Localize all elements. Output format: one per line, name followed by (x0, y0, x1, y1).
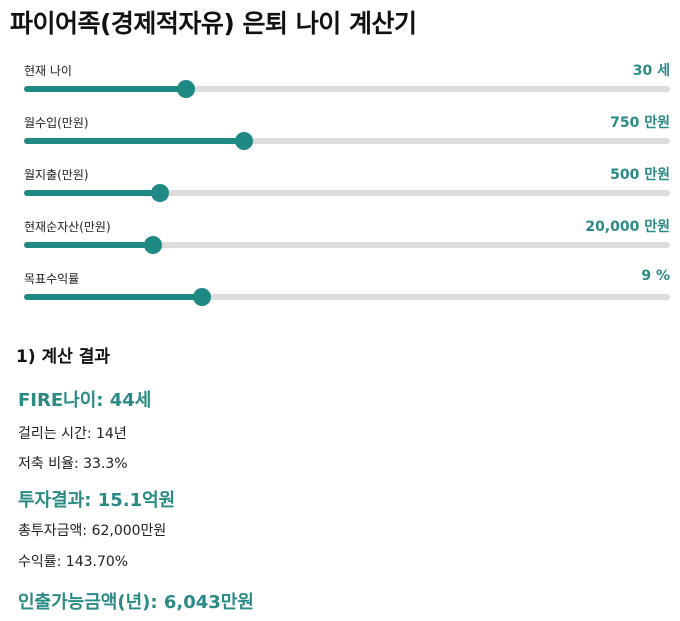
slider-label: 현재 나이 (24, 64, 72, 78)
slider-fill (24, 190, 160, 196)
slider-label: 월수입(만원) (24, 116, 89, 130)
years-needed-text: 걸리는 시간: 14년 (18, 426, 127, 442)
page-title: 파이어족(경제적자유) 은퇴 나이 계산기 (10, 9, 417, 38)
total-invested-text: 총투자금액: 62,000만원 (18, 523, 167, 539)
slider-current-age: 현재 나이 30 세 (24, 62, 670, 106)
slider-fill (24, 242, 154, 248)
return-rate-text: 수익률: 143.70% (18, 554, 129, 570)
slider-track[interactable] (24, 184, 670, 202)
investment-result: 투자결과: 15.1억원 (18, 490, 176, 511)
slider-track[interactable] (24, 288, 670, 306)
slider-label: 목표수익률 (24, 272, 80, 286)
slider-monthly-income: 월수입(만원) 750 만원 (24, 114, 670, 158)
slider-label: 현재순자산(만원) (24, 220, 111, 234)
fire-age-result: FIRE나이: 44세 (18, 390, 152, 411)
slider-track[interactable] (24, 132, 670, 150)
slider-thumb[interactable] (144, 236, 163, 254)
slider-track[interactable] (24, 80, 670, 98)
slider-value: 750 만원 (610, 115, 670, 131)
slider-monthly-expense: 월지출(만원) 500 만원 (24, 166, 670, 210)
slider-net-assets: 현재순자산(만원) 20,000 만원 (24, 218, 670, 262)
withdrawal-result: 인출가능금액(년): 6,043만원 (18, 592, 254, 613)
savings-rate-text: 저축 비율: 33.3% (18, 456, 128, 472)
slider-value: 30 세 (632, 63, 670, 79)
slider-value: 20,000 만원 (585, 219, 670, 235)
slider-target-return: 목표수익률 9 % (24, 268, 670, 314)
slider-fill (24, 138, 244, 144)
slider-thumb[interactable] (150, 184, 169, 202)
slider-label: 월지출(만원) (24, 168, 89, 182)
slider-value: 9 % (641, 268, 670, 284)
slider-track[interactable] (24, 236, 670, 254)
slider-value: 500 만원 (610, 167, 670, 183)
slider-thumb[interactable] (192, 288, 211, 306)
slider-fill (24, 86, 186, 92)
slider-thumb[interactable] (234, 132, 253, 150)
slider-thumb[interactable] (176, 80, 195, 98)
slider-fill (24, 294, 202, 300)
results-section-title: 1) 계산 결과 (16, 347, 110, 367)
